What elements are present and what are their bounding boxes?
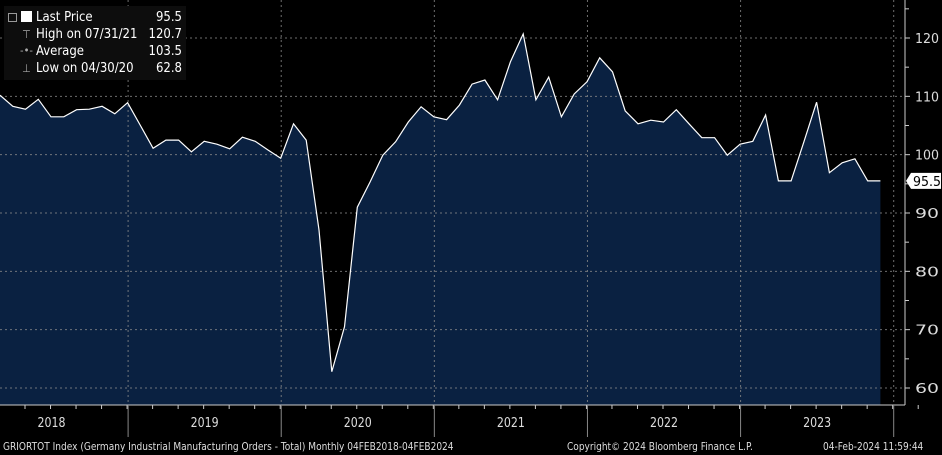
last-value-tag (906, 172, 941, 189)
last-value-label: 95.5 (913, 175, 941, 190)
x-year-label: 2021 (497, 416, 525, 431)
chart: 60 70 80 90 100 110 120 95.5 2018 2019 2020 2021 202… (0, 0, 941, 437)
y-tick-label: 80 (915, 265, 939, 280)
average-marker-icon: -•- (20, 44, 33, 57)
low-marker-icon: ⊥ (22, 62, 31, 75)
legend-average: -•- Average 103.5 (20, 44, 182, 59)
y-tick-label: 60 (915, 382, 939, 397)
legend-last-price: Last Price 95.5 (4, 11, 182, 25)
high-marker-icon: ⊤ (22, 28, 31, 41)
white-square-icon (21, 11, 32, 22)
x-year-label: 2022 (650, 416, 678, 431)
price-area (0, 33, 881, 406)
legend: Last Price 95.5 ⊤ High on 07/31/21 120.7… (4, 6, 186, 80)
y-tick-label: 100 (915, 149, 939, 164)
x-year-label: 2020 (344, 416, 372, 431)
timestamp: 04-Feb-2024 11:59:44 (823, 440, 924, 453)
y-tick-label: 110 (915, 90, 939, 105)
x-year-label: 2023 (803, 416, 831, 431)
y-tick-label: 70 (915, 324, 939, 339)
y-tick-label: 120 (915, 32, 939, 47)
series-description: GRIORTOT Index (Germany Industrial Manuf… (3, 440, 454, 453)
y-tick-label: 90 (915, 207, 939, 222)
legend-high: ⊤ High on 07/31/21 120.7 (22, 27, 182, 42)
x-year-label: 2019 (191, 416, 219, 431)
x-year-label: 2018 (38, 416, 66, 431)
legend-low: ⊥ Low on 04/30/20 62.8 (22, 61, 182, 76)
price-line (0, 31, 881, 372)
copyright: Copyright© 2024 Bloomberg Finance L.P. (567, 440, 753, 453)
collapse-icon[interactable] (8, 13, 17, 22)
